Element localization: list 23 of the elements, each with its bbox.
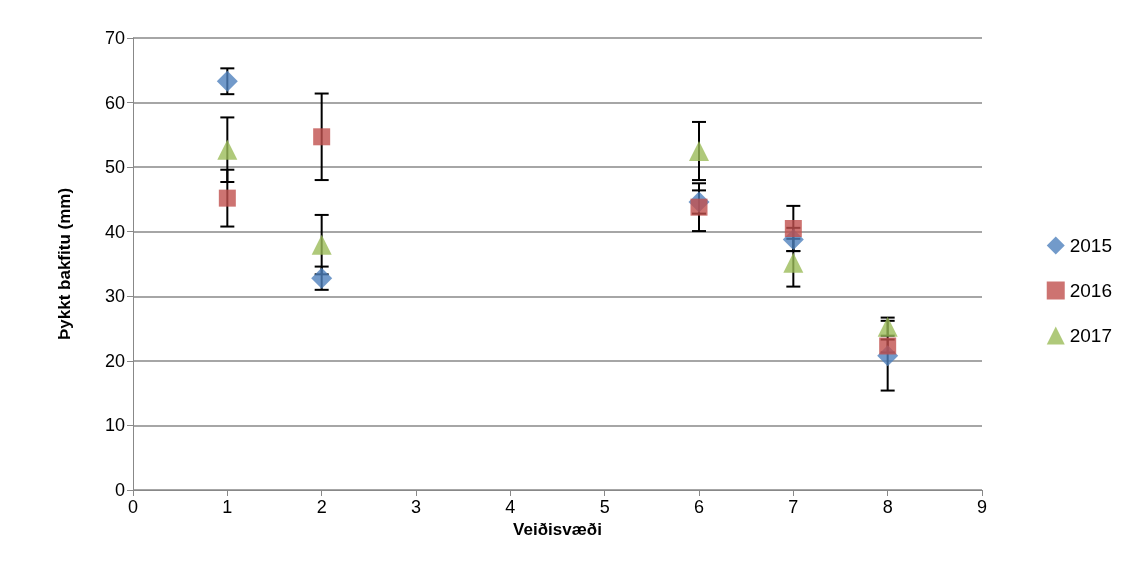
x-tick-label: 3 xyxy=(410,497,422,517)
y-tick-label: 0 xyxy=(114,480,125,500)
x-tick-label: 2 xyxy=(316,497,327,517)
legend-label: 2015 xyxy=(1069,235,1113,256)
y-tick-label: 30 xyxy=(104,286,125,307)
x-axis-title: Veiðisvæði xyxy=(513,519,602,539)
y-tick-label: 10 xyxy=(104,415,125,436)
x-tick-label: 0 xyxy=(127,497,139,517)
x-tick-label: 5 xyxy=(599,497,610,517)
y-tick-label: 50 xyxy=(104,157,125,178)
x-tick-label: 1 xyxy=(222,497,233,517)
x-tick-label: 4 xyxy=(505,497,516,517)
x-tick-label: 7 xyxy=(788,497,799,517)
legend-label: 2017 xyxy=(1069,325,1113,346)
legend-label: 2016 xyxy=(1069,280,1113,301)
y-axis-title: Þykkt bakfitu (mm) xyxy=(55,187,74,341)
y-tick-label: 40 xyxy=(104,221,125,242)
x-tick-label: 6 xyxy=(693,497,705,517)
y-tick-label: 70 xyxy=(104,28,125,48)
y-tick-label: 20 xyxy=(104,350,125,371)
x-tick-label: 9 xyxy=(976,497,988,517)
x-tick-label: 8 xyxy=(882,497,893,517)
y-tick-label: 60 xyxy=(104,92,125,113)
